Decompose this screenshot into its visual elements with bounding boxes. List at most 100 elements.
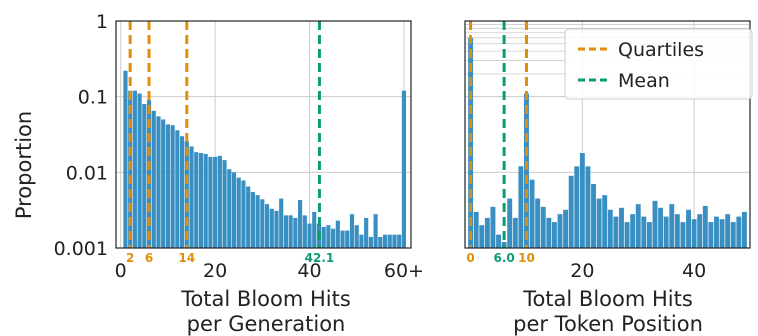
right-bar	[730, 222, 736, 248]
left-quartile-value-label: 14	[178, 251, 195, 265]
right-xtick-labels: 20 40	[570, 260, 706, 282]
left-panel: 1 0.1 0.01 0.001 0 20 40 60+ 2 6 14 42.1 Proporti…	[12, 11, 424, 336]
right-bar	[535, 198, 541, 248]
left-bar	[264, 204, 270, 248]
left-bar	[175, 130, 180, 248]
right-x-axis-label-line2: per Token Position	[513, 312, 703, 336]
left-quartile-value-label: 6	[145, 251, 153, 265]
left-x-axis-label-line2: per Generation	[187, 312, 346, 336]
right-bar	[507, 198, 513, 248]
right-vline-labels: 0 6.0 10	[466, 251, 534, 265]
legend-box	[564, 28, 753, 100]
right-bars	[468, 37, 747, 248]
right-bar	[646, 222, 652, 248]
left-bar	[312, 211, 317, 248]
left-xtick-label: 0	[115, 260, 127, 282]
right-bar	[591, 184, 596, 248]
left-bar	[302, 215, 307, 248]
legend-quartiles-label: Quartiles	[618, 39, 704, 61]
left-bar	[279, 198, 284, 248]
right-bar	[568, 175, 574, 248]
left-bar	[293, 217, 298, 248]
left-bar	[331, 228, 336, 248]
left-bar	[368, 236, 373, 248]
left-bar	[165, 124, 170, 248]
right-bar	[652, 200, 658, 248]
left-bar	[241, 180, 246, 248]
right-bar	[714, 216, 719, 248]
right-quartile-value-label: 10	[518, 251, 535, 265]
left-bar	[180, 136, 185, 248]
left-bar	[217, 155, 222, 248]
left-xtick-label: 40	[297, 260, 321, 282]
left-ytick-labels: 1 0.1 0.01 0.001	[54, 11, 108, 260]
left-vlines	[128, 21, 321, 248]
left-bar	[151, 110, 156, 248]
left-ytick-label: 0.01	[66, 162, 108, 184]
left-ytick-label: 0.1	[78, 87, 108, 109]
right-bar	[658, 207, 664, 248]
right-bar	[557, 214, 563, 248]
left-bar	[250, 191, 255, 248]
right-bar	[574, 166, 580, 248]
left-bar	[161, 119, 166, 248]
right-bar	[596, 198, 602, 248]
right-bar	[607, 209, 613, 248]
left-bar	[387, 234, 392, 248]
right-bar	[524, 93, 529, 248]
right-bar	[702, 205, 708, 248]
right-bar	[725, 214, 731, 248]
left-bar	[194, 152, 199, 248]
right-bar	[697, 214, 703, 248]
right-xtick-label: 40	[682, 260, 706, 282]
left-axis	[115, 20, 412, 249]
legend-mean-label: Mean	[618, 70, 670, 92]
left-bar	[170, 125, 175, 248]
left-bar	[326, 225, 331, 248]
right-vlines	[469, 21, 528, 248]
right-bar	[468, 37, 474, 248]
left-bar	[189, 146, 194, 248]
right-bar	[512, 217, 518, 248]
right-bar	[719, 219, 725, 248]
left-bar	[354, 225, 359, 248]
left-bar	[382, 234, 388, 248]
right-bar	[602, 195, 608, 248]
left-bar	[260, 199, 265, 248]
right-bar	[686, 209, 691, 248]
right-axes-frame	[464, 20, 751, 249]
right-xtick-label: 20	[570, 260, 594, 282]
right-bar	[540, 206, 546, 248]
left-bar	[274, 210, 279, 248]
left-bar	[321, 226, 326, 248]
right-bar	[708, 222, 714, 248]
left-bar	[203, 153, 208, 248]
left-bar	[392, 234, 397, 248]
left-bar	[298, 200, 303, 248]
left-xtick-labels: 0 20 40 60+	[115, 260, 424, 282]
left-mean-value-label: 42.1	[305, 251, 335, 265]
right-x-axis-label-line1: Total Bloom Hits	[522, 287, 693, 311]
left-bar	[246, 186, 251, 248]
left-bar	[123, 70, 128, 248]
y-axis-label: Proportion	[12, 111, 36, 219]
right-axis	[464, 20, 751, 249]
right-quartile-value-label: 0	[466, 251, 474, 265]
right-bar	[613, 216, 619, 248]
right-bar	[518, 166, 524, 248]
left-bar	[255, 195, 260, 248]
right-bar	[563, 209, 569, 248]
left-bar	[359, 234, 364, 248]
right-mean-value-label: 6.0	[493, 251, 514, 265]
right-panel: 20 40 0 6.0 10 Quartiles Mean Total Bloom H…	[464, 20, 753, 336]
right-bar	[496, 234, 501, 248]
right-bar	[630, 214, 636, 248]
left-axes-frame	[115, 20, 412, 249]
right-bar	[529, 179, 535, 248]
right-bar	[473, 211, 479, 248]
right-bar	[680, 222, 686, 248]
legend: Quartiles Mean	[564, 28, 753, 100]
left-ytick-label: 0.001	[54, 238, 108, 260]
left-bar	[345, 230, 350, 248]
